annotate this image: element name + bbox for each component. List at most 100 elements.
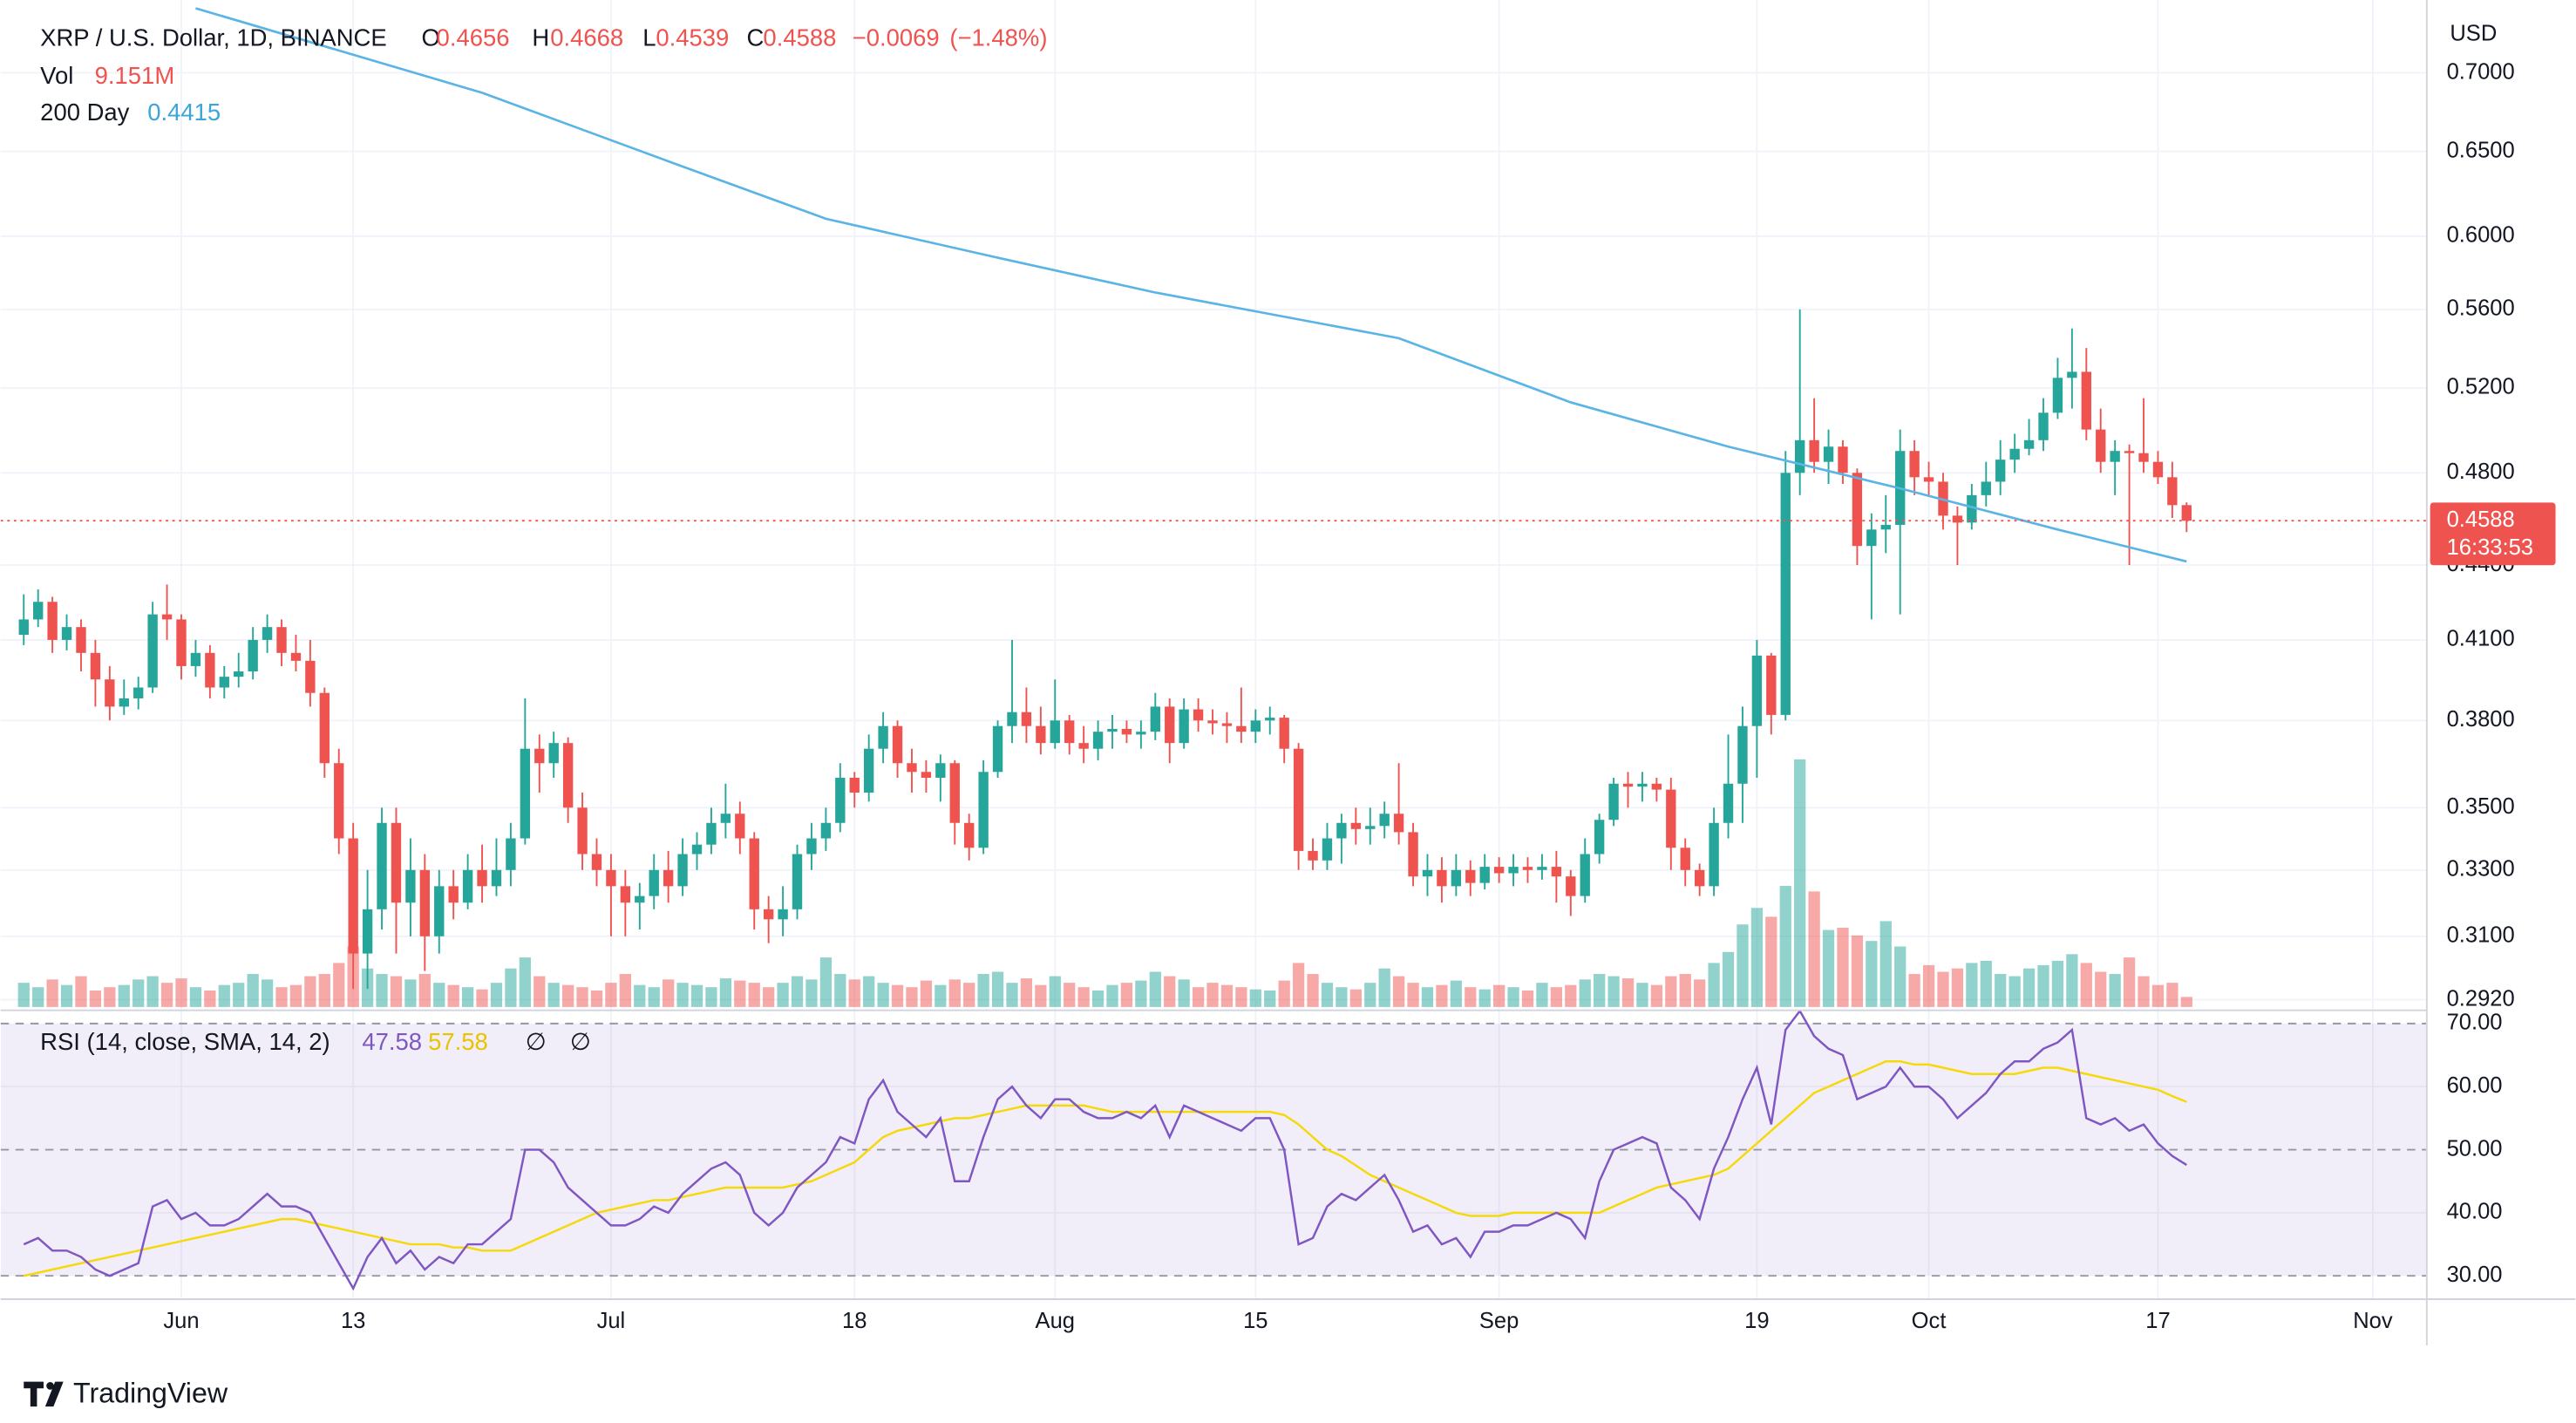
candle-body [820,822,832,839]
volume-bar [1235,987,1247,1007]
volume-bar [1995,974,2007,1007]
volume-bar [490,983,503,1007]
candle-body [1551,867,1562,877]
y-tick-label: 0.7000 [2447,59,2515,84]
volume-bar [304,976,316,1007]
candle-body [949,763,960,823]
candle-body [362,909,373,954]
candle-body [1838,446,1848,473]
volume-bar [1392,976,1405,1007]
volume-bar [1822,929,1835,1007]
brand-name: TradingView [73,1377,228,1408]
volume-bar [1866,941,1878,1007]
volume-bar [534,976,546,1007]
volume-bar [261,979,274,1007]
volume-bar [247,974,259,1007]
legend: XRP / U.S. Dollar, 1D, BINANCE Vol 9.151… [40,24,1047,1055]
volume-bar [1220,984,1234,1007]
candle-body [1265,718,1275,721]
candle-body [2110,451,2120,462]
candle-body [334,763,344,839]
rsi-tick-label: 70.00 [2447,1011,2503,1035]
candle-body [1508,867,1519,874]
volume-bar [748,983,760,1007]
y-tick-label: 0.5600 [2447,296,2515,321]
candle-body [105,679,115,707]
x-tick-label: 15 [1243,1309,1268,1333]
candle-body [506,838,516,870]
volume-bar [1091,990,1104,1007]
candle-body [1465,869,1476,883]
y-tick-label: 0.6500 [2447,138,2515,162]
volume-bar [1364,983,1376,1007]
candle-body [1437,869,1447,887]
volume-bar [1493,984,1505,1007]
volume-bar [404,979,417,1007]
volume-bar [233,983,245,1007]
volume-bar [763,987,775,1007]
x-tick-label: Nov [2353,1309,2393,1333]
candle-body [491,869,502,887]
volume-bar [476,989,488,1007]
volume-bar [1264,990,1276,1007]
ohlc-value: 0.4588 [763,24,836,51]
ohlc-label: H [532,24,549,51]
volume-bar [1450,980,1462,1007]
candle-body [620,886,631,903]
volume-bar [935,984,947,1007]
x-tick-label: 17 [2145,1309,2170,1333]
volume-bar [75,976,87,1007]
volume-bar [1579,979,1591,1007]
brand: TradingView [24,1377,228,1408]
chart-title: XRP / U.S. Dollar, 1D, BINANCE [40,24,386,51]
volume-bar [318,974,330,1007]
candle-body [849,778,860,793]
x-tick-label: Oct [1912,1309,1947,1333]
candle-body [1050,720,1060,744]
volume-bar [1808,891,1820,1007]
volume-bar [1478,989,1491,1007]
last-price-label: 0.4588 [2447,507,2515,532]
candle-body [18,619,29,635]
volume-bar [605,983,617,1007]
volume-bar [189,987,202,1007]
candle-body [1078,743,1089,749]
candle-body [935,763,946,779]
currency: USD [2450,22,2497,46]
volume-bar [1378,968,1390,1007]
candle-body [1723,783,1734,823]
candle-body [691,844,703,854]
volume-bar [1879,921,1892,1007]
candle-body [992,725,1003,773]
candle-body [2067,371,2077,378]
volume-bar [2037,964,2049,1007]
volume-bar [634,984,646,1007]
candle-body [319,692,330,764]
volume-bar [877,983,889,1007]
volume-bar [1765,916,1777,1007]
volume-bar [1851,935,1864,1007]
x-tick-label: 13 [341,1309,365,1333]
rsi-tick-label: 40.00 [2447,1200,2503,1224]
volume-bar [60,984,73,1007]
candle-body [1293,748,1304,851]
candle-body [548,743,559,764]
volume-bar [1565,984,1577,1007]
candle-body [405,869,416,903]
candle-body [1608,783,1619,820]
volume-bar [1536,983,1548,1007]
volume-bar [333,963,345,1007]
candle-body [1622,783,1634,787]
volume-bar [1837,928,1849,1007]
candle-body [606,869,616,887]
candle-body [1651,783,1662,790]
volume-bar [734,980,746,1007]
candle-body [878,725,888,749]
candle-body [1709,822,1719,887]
volume-bar [2008,976,2021,1007]
volume-bar [1164,976,1176,1007]
volume-bar [948,979,961,1007]
candle-body [649,869,659,896]
rsi-tick-label: 30.00 [2447,1263,2503,1287]
